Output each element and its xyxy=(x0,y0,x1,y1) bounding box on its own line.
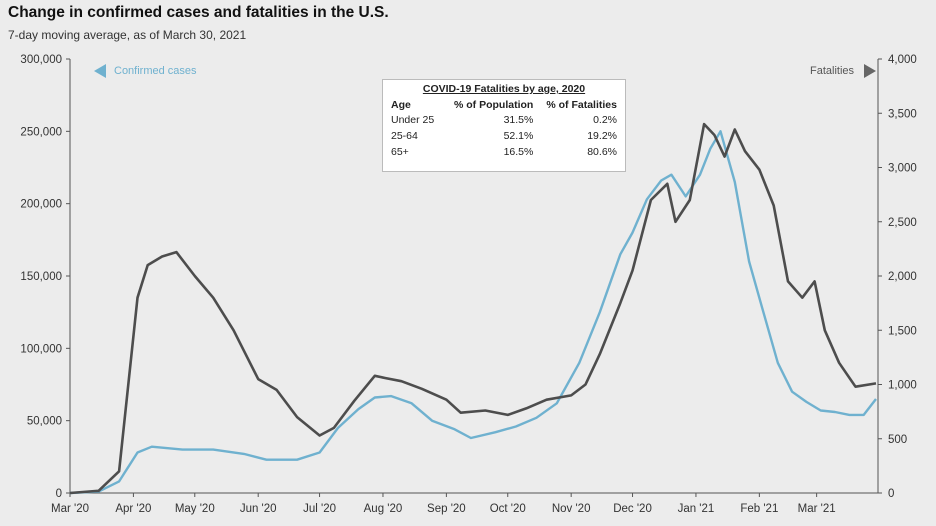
x-tick-label: Mar '20 xyxy=(51,503,89,515)
x-tick-label: Jan '21 xyxy=(678,503,715,515)
chart-lines xyxy=(69,122,877,495)
right-y-tick-label: 4,000 xyxy=(888,54,917,66)
table-cell: 80.6% xyxy=(587,146,617,158)
inset-col-age: Age xyxy=(391,99,411,111)
right-y-tick-label: 3,000 xyxy=(888,163,917,175)
table-cell: 31.5% xyxy=(503,114,534,126)
x-tick-label: Feb '21 xyxy=(740,503,778,515)
right-y-tick-label: 3,500 xyxy=(888,108,917,120)
table-row: Under 25 31.5% 0.2% xyxy=(389,112,619,128)
left-y-tick-label: 250,000 xyxy=(20,126,62,138)
table-row: 25-64 52.1% 19.2% xyxy=(389,128,619,144)
inset-table-title: COVID-19 Fatalities by age, 2020 xyxy=(422,83,586,95)
inset-table-header-row: Age % of Population % of Fatalities xyxy=(389,98,619,112)
table-cell: Under 25 xyxy=(391,114,435,126)
table-row: 65+ 16.5% 80.6% xyxy=(389,144,619,160)
right-y-tick-label: 2,000 xyxy=(888,271,917,283)
right-y-tick-label: 0 xyxy=(888,488,894,500)
x-tick-label: Apr '20 xyxy=(115,503,151,515)
left-y-tick-label: 300,000 xyxy=(20,54,62,66)
right-y-tick-label: 1,500 xyxy=(888,325,917,337)
legend-confirmed-cases-label: Confirmed cases xyxy=(114,65,197,77)
inset-col-fatalities: % of Fatalities xyxy=(546,99,617,111)
table-cell: 25-64 xyxy=(391,130,418,142)
left-y-tick-label: 50,000 xyxy=(27,416,62,428)
left-y-tick-label: 100,000 xyxy=(20,343,62,355)
chart-title: Change in confirmed cases and fatalities… xyxy=(8,4,389,21)
inset-col-population: % of Population xyxy=(454,99,534,111)
chart-axes: 0 50,000 100,000 150,000 200,000 250,000 300,0… xyxy=(20,54,916,515)
x-tick-label: Oct '20 xyxy=(490,503,526,515)
x-tick-label: Sep '20 xyxy=(427,503,466,515)
x-tick-label: Aug '20 xyxy=(364,503,403,515)
left-arrow-icon xyxy=(94,64,106,78)
right-arrow-icon xyxy=(864,64,877,78)
x-tick-label: May '20 xyxy=(175,503,215,515)
legend-confirmed-cases: Confirmed cases xyxy=(94,64,197,78)
table-cell: 16.5% xyxy=(503,146,534,158)
legend-fatalities-label: Fatalities xyxy=(810,65,855,77)
x-tick-label: Dec '20 xyxy=(613,503,652,515)
x-tick-label: Jul '20 xyxy=(303,503,336,515)
table-cell: 65+ xyxy=(391,146,409,158)
right-y-tick-label: 2,500 xyxy=(888,217,917,229)
table-cell: 52.1% xyxy=(503,130,534,142)
confirmed-cases-line xyxy=(69,130,877,495)
x-tick-label: Nov '20 xyxy=(552,503,591,515)
right-y-tick-label: 500 xyxy=(888,434,907,446)
inset-table: Age % of Population % of Fatalities Unde… xyxy=(389,98,619,160)
legend-fatalities: Fatalities xyxy=(810,64,877,78)
right-y-tick-label: 1,000 xyxy=(888,380,917,392)
fatalities-by-age-table: COVID-19 Fatalities by age, 2020 Age % o… xyxy=(382,79,626,172)
left-y-tick-label: 200,000 xyxy=(20,199,62,211)
fatalities-line xyxy=(69,122,877,495)
table-cell: 19.2% xyxy=(587,130,617,142)
left-y-tick-label: 0 xyxy=(56,488,62,500)
x-tick-label: Jun '20 xyxy=(240,503,277,515)
x-tick-label: Mar '21 xyxy=(798,503,836,515)
left-y-tick-label: 150,000 xyxy=(20,271,62,283)
chart-subtitle: 7-day moving average, as of March 30, 20… xyxy=(8,28,247,42)
table-cell: 0.2% xyxy=(593,114,617,126)
